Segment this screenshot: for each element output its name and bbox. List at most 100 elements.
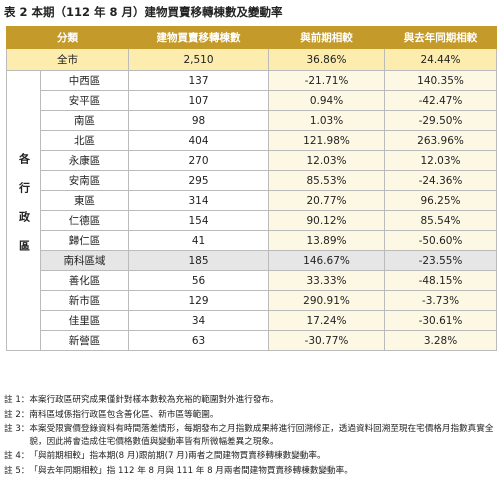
value-cell: 314 — [128, 190, 269, 211]
note: 註 5： 「與去年同期相較」指 112 年 8 月與 111 年 8 月兩者間建物… — [4, 465, 496, 478]
value-cell: 56 — [128, 270, 269, 291]
value-cell: 404 — [128, 130, 269, 151]
value-cell: 85.54% — [384, 210, 497, 231]
district-name: 東區 — [40, 190, 129, 211]
value-cell: -30.61% — [384, 310, 497, 331]
district-row: 佳里區 34 17.24% -30.61% — [7, 310, 497, 331]
value-cell: -3.73% — [384, 290, 497, 311]
note: 註 4： 「與前期相較」指本期(8 月)跟前期(7 月)兩者之間建物買賣移轉棟數變… — [4, 450, 496, 463]
district-name: 北區 — [40, 130, 129, 151]
value-cell: 3.28% — [384, 330, 497, 351]
district-row: 東區 314 20.77% 96.25% — [7, 190, 497, 211]
header-cell: 建物買賣移轉棟數 — [128, 26, 269, 49]
value-cell: 121.98% — [268, 130, 385, 151]
value-cell: 33.33% — [268, 270, 385, 291]
value-cell: 12.03% — [268, 150, 385, 171]
value-cell: 270 — [128, 150, 269, 171]
value-cell: 34 — [128, 310, 269, 331]
value-cell: 41 — [128, 230, 269, 251]
total-cell: 2,510 — [128, 48, 269, 71]
notes: 註 1： 本案行政區研究成果僅針對樣本數較為充裕的範圍對外進行發布。註 2： 南科區… — [4, 394, 496, 479]
district-name: 中西區 — [40, 70, 129, 91]
data-table: 分類 建物買賣移轉棟數 與前期相較 與去年同期相較 全市 2,510 36.86% 24.44… — [6, 26, 497, 351]
value-cell: 13.89% — [268, 230, 385, 251]
note-label: 註 4： — [4, 451, 30, 461]
value-cell: 263.96% — [384, 130, 497, 151]
value-cell: -50.60% — [384, 230, 497, 251]
note: 註 1： 本案行政區研究成果僅針對樣本數較為充裕的範圍對外進行發布。 — [4, 394, 496, 407]
note-text: 本案行政區研究成果僅針對樣本數較為充裕的範圍對外進行發布。 — [29, 395, 279, 405]
district-name: 安南區 — [40, 170, 129, 191]
note-text: 「與去年同期相較」指 112 年 8 月與 111 年 8 月兩者間建物買賣移轉… — [29, 465, 353, 476]
value-cell: 146.67% — [268, 250, 385, 271]
note-text: 本案受限實價登錄資料有時間落差情形，每期發布之月指數成果將進行回溯修正，透過資料… — [29, 424, 494, 447]
value-cell: 0.94% — [268, 90, 385, 111]
value-cell: -48.15% — [384, 270, 497, 291]
value-cell: 96.25% — [384, 190, 497, 211]
value-cell: 17.24% — [268, 310, 385, 331]
district-name: 新市區 — [40, 290, 129, 311]
value-cell: 290.91% — [268, 290, 385, 311]
note-label: 註 1： — [4, 395, 30, 405]
table-title: 表 2 本期（112 年 8 月）建物買賣移轉棟數及變動率 — [4, 5, 283, 19]
district-row: 南科區域 185 146.67% -23.55% — [7, 250, 497, 271]
header-cell: 與去年同期相較 — [384, 26, 497, 49]
note-label: 註 5： — [4, 465, 30, 476]
value-cell: 137 — [128, 70, 269, 91]
value-cell: 12.03% — [384, 150, 497, 171]
district-name: 永康區 — [40, 150, 129, 171]
district-name: 南科區域 — [40, 250, 129, 271]
note-label: 註 2： — [4, 409, 30, 420]
value-cell: 90.12% — [268, 210, 385, 231]
note: 註 2： 南科區域係指行政區包含善化區、新市區等範圍。 — [4, 409, 496, 422]
value-cell: 129 — [128, 290, 269, 311]
value-cell: -24.36% — [384, 170, 497, 191]
district-name: 佳里區 — [40, 310, 129, 331]
value-cell: 154 — [128, 210, 269, 231]
note-text: 南科區域係指行政區包含善化區、新市區等範圍。 — [29, 409, 219, 420]
total-cell: 36.86% — [268, 48, 385, 71]
value-cell: -30.77% — [268, 330, 385, 351]
district-row: 北區 404 121.98% 263.96% — [7, 130, 497, 151]
total-cell: 全市 — [6, 48, 129, 71]
total-cell: 24.44% — [384, 48, 497, 71]
value-cell: 107 — [128, 90, 269, 111]
district-row: 各行政區 中西區 137 -21.71% 140.35% — [6, 70, 497, 351]
district-row: 新營區 63 -30.77% 3.28% — [7, 330, 497, 351]
value-cell: 85.53% — [268, 170, 385, 191]
value-cell: -21.71% — [268, 70, 385, 91]
note-text: 「與前期相較」指本期(8 月)跟前期(7 月)兩者之間建物買賣移轉棟數變動率。 — [29, 451, 326, 461]
district-row: 安平區 107 0.94% -42.47% — [7, 90, 497, 111]
value-cell: -29.50% — [384, 110, 497, 131]
district-name: 安平區 — [40, 90, 129, 111]
note-label: 註 3： — [4, 424, 30, 434]
header-cell: 與前期相較 — [268, 26, 385, 49]
value-cell: -23.55% — [384, 250, 497, 271]
value-cell: -42.47% — [384, 90, 497, 111]
total-row: 全市 2,510 36.86% 24.44% — [6, 48, 497, 71]
value-cell: 295 — [128, 170, 269, 191]
district-row: 南區 98 1.03% -29.50% — [7, 110, 497, 131]
value-cell: 1.03% — [268, 110, 385, 131]
value-cell: 63 — [128, 330, 269, 351]
group-label: 各行政區 — [6, 70, 41, 351]
district-row: 歸仁區 41 13.89% -50.60% — [7, 230, 497, 251]
value-cell: 20.77% — [268, 190, 385, 211]
header-cell: 分類 — [6, 26, 129, 49]
value-cell: 185 — [128, 250, 269, 271]
value-cell: 140.35% — [384, 70, 497, 91]
district-name: 善化區 — [40, 270, 129, 291]
district-name: 新營區 — [40, 330, 129, 351]
district-name: 仁德區 — [40, 210, 129, 231]
district-row: 安南區 295 85.53% -24.36% — [7, 170, 497, 191]
header-row: 分類 建物買賣移轉棟數 與前期相較 與去年同期相較 — [6, 26, 497, 49]
note: 註 3： 本案受限實價登錄資料有時間落差情形，每期發布之月指數成果將進行回溯修正，… — [4, 423, 496, 448]
district-row: 善化區 56 33.33% -48.15% — [7, 270, 497, 291]
district-row: 仁德區 154 90.12% 85.54% — [7, 210, 497, 231]
district-name: 南區 — [40, 110, 129, 131]
district-row: 永康區 270 12.03% 12.03% — [7, 150, 497, 171]
district-row: 新市區 129 290.91% -3.73% — [7, 290, 497, 311]
district-name: 歸仁區 — [40, 230, 129, 251]
value-cell: 98 — [128, 110, 269, 131]
